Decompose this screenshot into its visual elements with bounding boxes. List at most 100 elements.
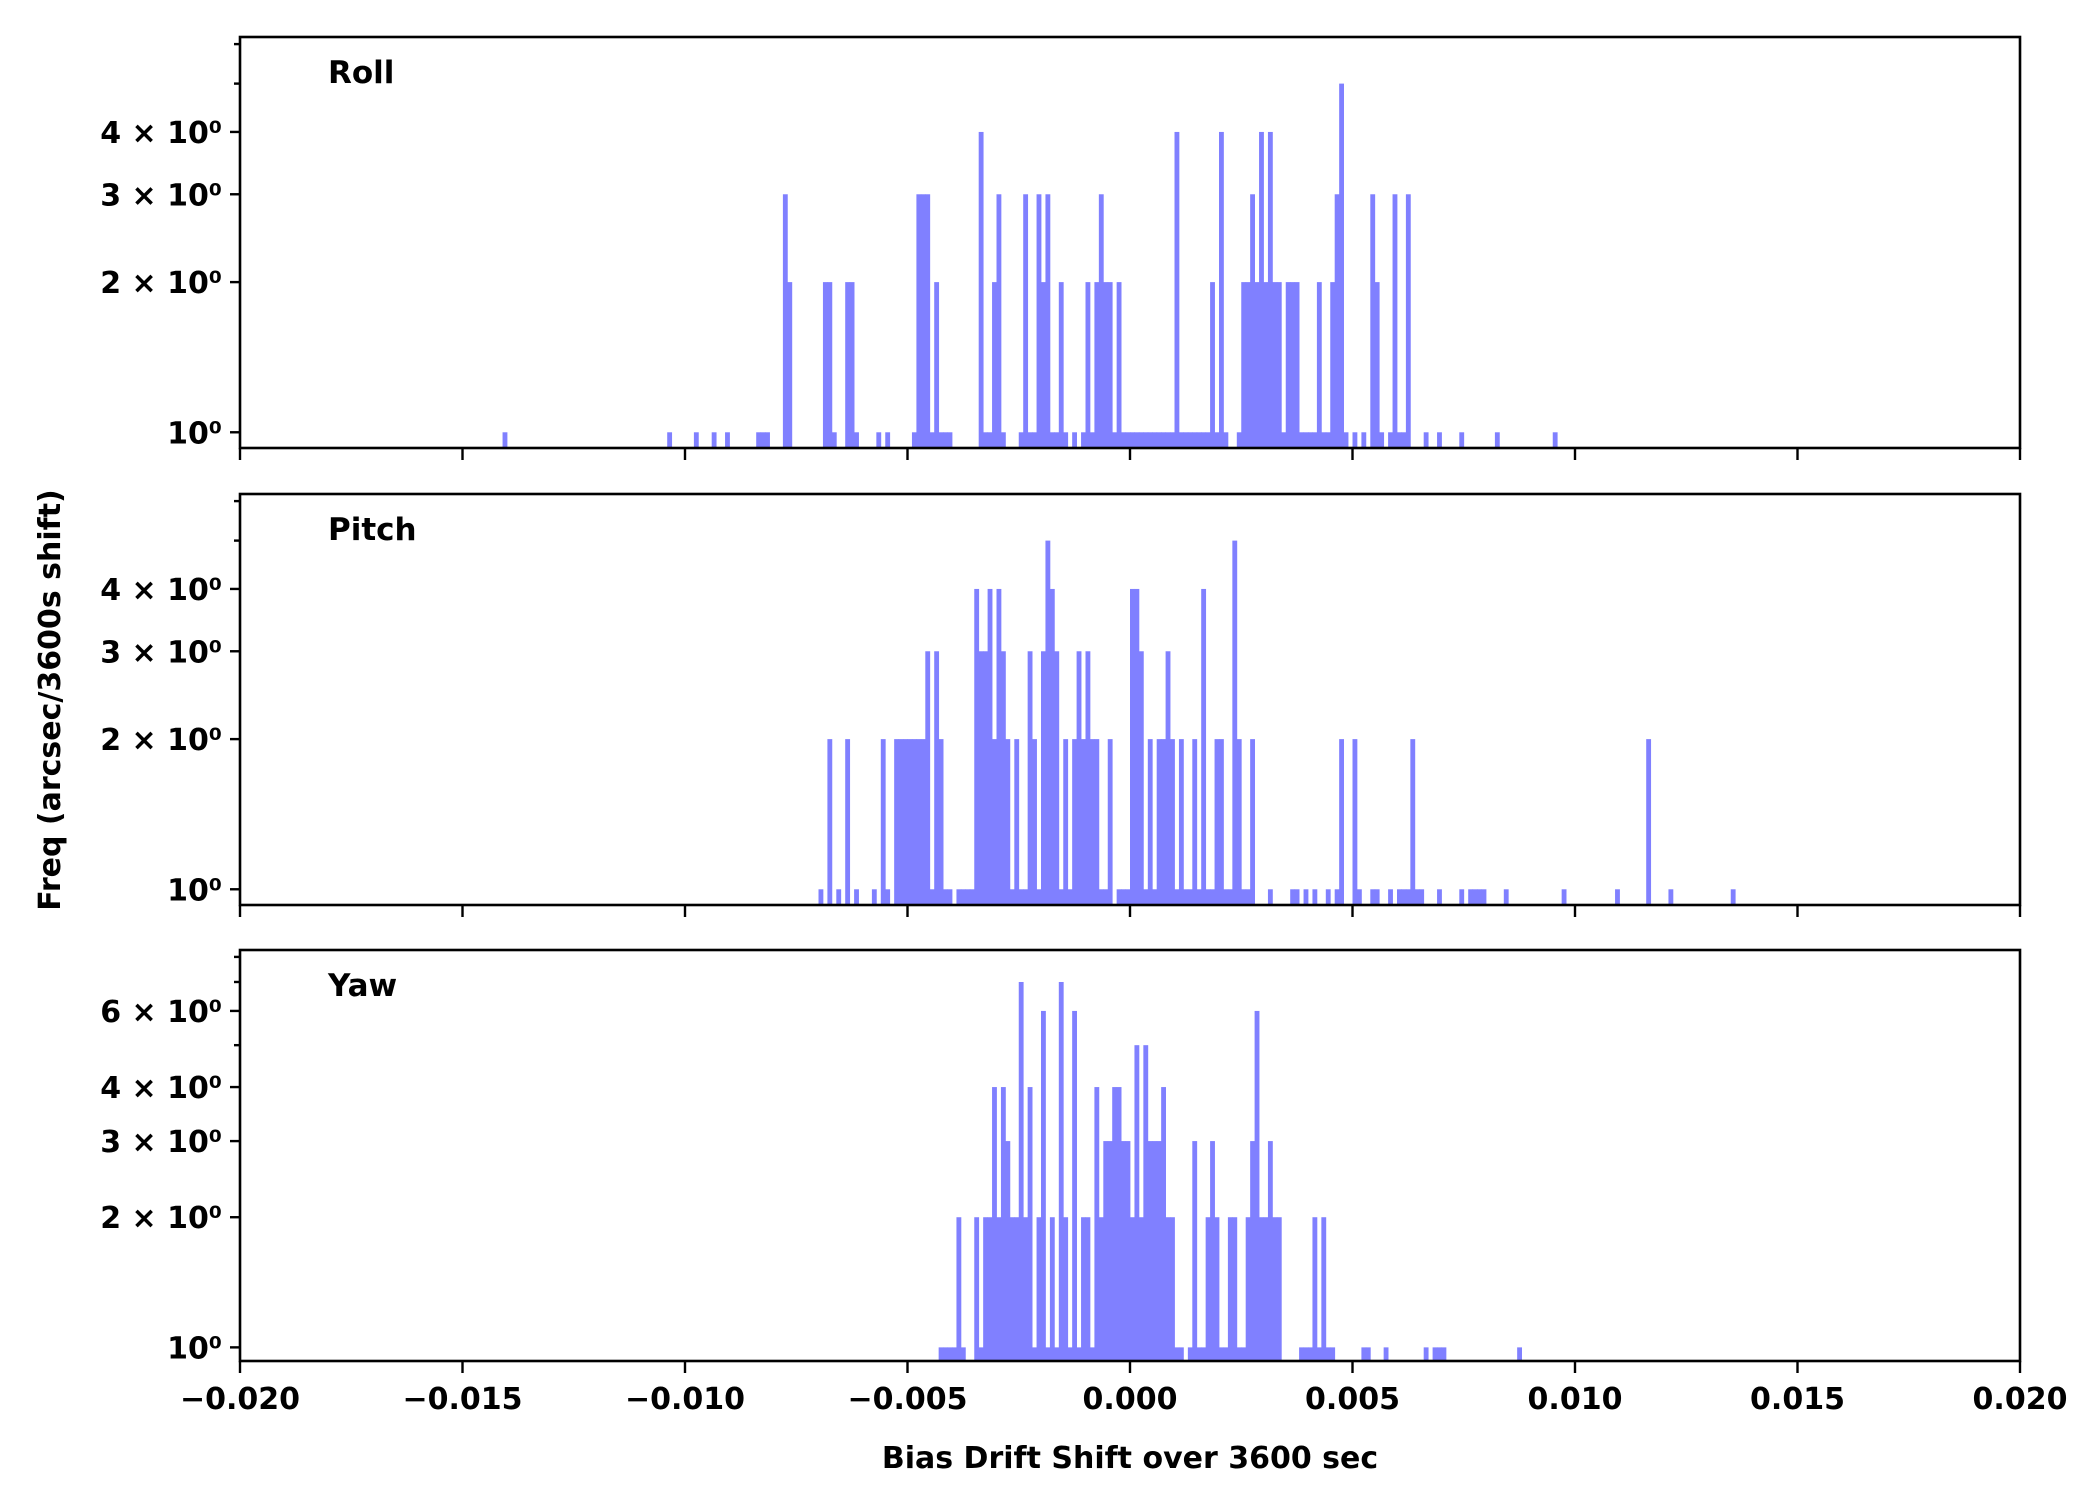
bar <box>965 889 971 905</box>
bar <box>992 739 997 905</box>
y-tick-label: 3 × 10⁰ <box>100 178 222 213</box>
bar <box>1276 1217 1282 1361</box>
bar <box>1299 432 1304 448</box>
bar <box>894 739 899 905</box>
bar <box>1437 1347 1442 1361</box>
bar <box>1063 1217 1069 1361</box>
bar <box>1227 1217 1233 1361</box>
y-tick-label: 10⁰ <box>167 873 222 908</box>
bar <box>1210 1141 1215 1361</box>
bar <box>1423 432 1429 448</box>
bar <box>1392 194 1398 448</box>
bar <box>1081 739 1086 905</box>
bar <box>983 432 988 448</box>
bar <box>1494 432 1500 448</box>
bar <box>711 432 717 448</box>
bar <box>1459 889 1465 905</box>
x-tick-label: 0.015 <box>1750 1382 1845 1417</box>
bar <box>1156 1141 1162 1361</box>
bar <box>1183 889 1189 905</box>
bar <box>1245 282 1251 448</box>
bar <box>1058 889 1064 905</box>
bar <box>1272 1217 1278 1361</box>
bar <box>765 432 770 448</box>
bar <box>1081 1217 1086 1361</box>
bar <box>938 1347 944 1361</box>
bar <box>1468 889 1474 905</box>
bar <box>1023 194 1029 448</box>
bar <box>1049 588 1055 905</box>
bar <box>787 282 793 448</box>
bar <box>992 282 997 448</box>
bar <box>1730 889 1736 905</box>
bar <box>1027 651 1033 905</box>
bar <box>1223 432 1229 448</box>
bar <box>1259 1217 1264 1361</box>
panel-title: Roll <box>328 55 394 91</box>
bar <box>1085 651 1091 905</box>
x-tick-label: 0.000 <box>1083 1382 1178 1417</box>
bar <box>960 1347 966 1361</box>
bar <box>1107 739 1113 905</box>
x-tick-label: −0.020 <box>180 1382 300 1417</box>
bar <box>1112 432 1118 448</box>
bar <box>1134 588 1140 905</box>
bar <box>1170 1217 1175 1361</box>
bar <box>1321 432 1327 448</box>
y-tick-label: 2 × 10⁰ <box>100 723 222 758</box>
bar <box>1290 889 1296 905</box>
bar <box>1227 889 1233 905</box>
y-tick-label: 4 × 10⁰ <box>100 116 222 151</box>
bar <box>1370 889 1376 905</box>
bar <box>1210 889 1215 905</box>
bar <box>1250 739 1255 905</box>
bar <box>1094 739 1100 905</box>
bar <box>1147 739 1153 905</box>
bar <box>1094 282 1100 448</box>
bar <box>1223 889 1229 905</box>
bar <box>1410 739 1416 905</box>
bar <box>1303 1347 1309 1361</box>
bar <box>1503 889 1509 905</box>
bar <box>1343 432 1349 448</box>
bar <box>1281 432 1287 448</box>
bar <box>1187 432 1193 448</box>
bar <box>1232 1217 1238 1361</box>
bar <box>1419 889 1425 905</box>
bar <box>1245 1217 1251 1361</box>
bar <box>1267 1141 1273 1361</box>
bar <box>1107 282 1113 448</box>
bar <box>907 739 913 905</box>
bar <box>1236 432 1242 448</box>
bar <box>1263 282 1269 448</box>
bar <box>1379 432 1385 448</box>
bar <box>1267 131 1273 448</box>
bar <box>947 1347 953 1361</box>
bar <box>956 889 962 905</box>
bar <box>854 889 859 905</box>
bar <box>1103 282 1109 448</box>
bar <box>1334 194 1340 448</box>
bar <box>925 194 931 448</box>
bar <box>1147 432 1153 448</box>
bar <box>1147 1141 1153 1361</box>
bar <box>1325 432 1331 448</box>
bar <box>1481 889 1487 905</box>
bar <box>1459 432 1465 448</box>
bar <box>1308 432 1313 448</box>
bar <box>956 1217 962 1361</box>
bar <box>1187 1347 1193 1361</box>
bar <box>1303 432 1309 448</box>
bar <box>1058 282 1064 448</box>
bar <box>1259 131 1264 448</box>
bar <box>1205 889 1211 905</box>
bar <box>960 889 966 905</box>
bar <box>1334 889 1340 905</box>
bar <box>1441 1347 1447 1361</box>
bar <box>1005 1141 1011 1361</box>
bar <box>782 194 788 448</box>
bar <box>1312 889 1318 905</box>
bar <box>1138 432 1144 448</box>
bar <box>1125 889 1131 905</box>
bar <box>1272 282 1278 448</box>
